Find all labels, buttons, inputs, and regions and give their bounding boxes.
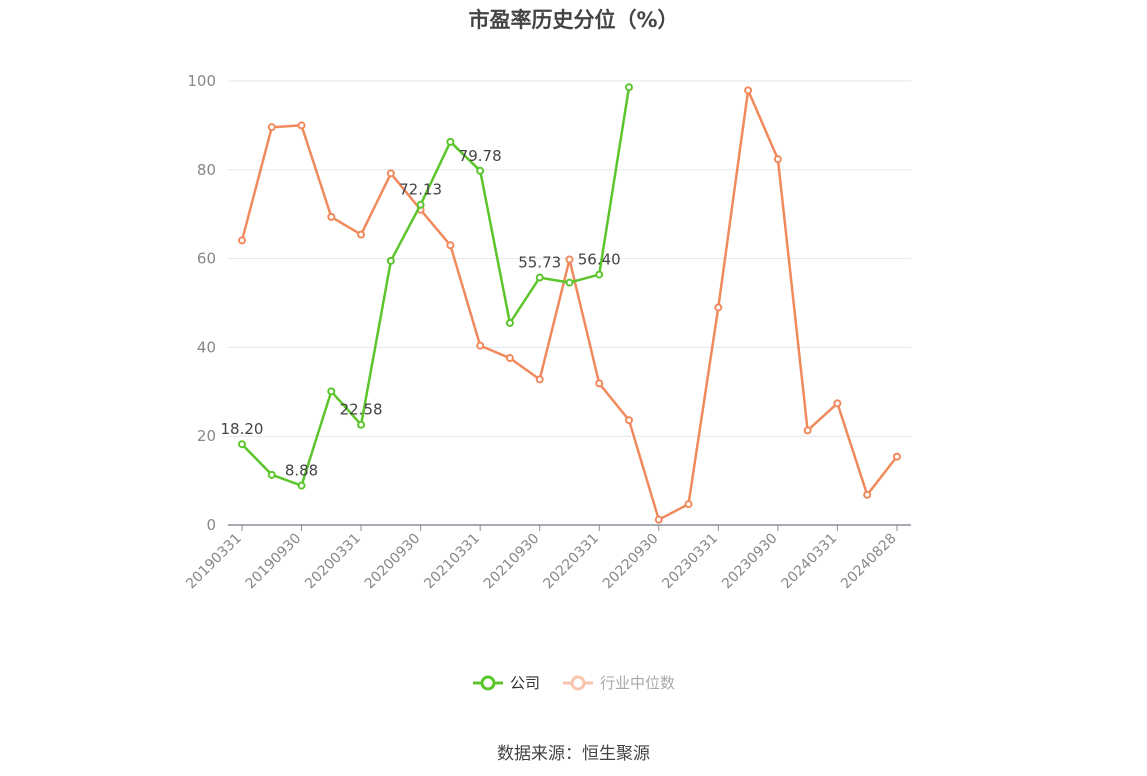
legend-industry-marker-icon [563,675,593,690]
industry-data-point [803,426,812,435]
industry-data-point [684,500,693,509]
y-tick-label: 100 [187,72,216,90]
x-tick-label: 20210331 [421,531,483,593]
industry-data-point [238,236,246,245]
data-label: 56.40 [578,251,621,269]
company-data-point [386,256,395,265]
company-data-point [297,481,306,490]
y-tick-label: 60 [197,250,216,268]
legend-label-industry: 行业中位数 [600,674,676,692]
x-tick-label: 20240828 [838,531,900,593]
x-tick-label: 20190930 [243,531,305,593]
industry-data-point [833,399,842,408]
data-label: 79.78 [459,147,502,165]
industry-data-point [535,375,544,384]
company-data-point [595,270,604,279]
industry-data-point [892,452,901,461]
legend: 公司 行业中位数 [0,672,1147,693]
y-tick-label: 20 [197,427,216,445]
x-tick-label: 20200930 [362,531,424,593]
y-tick-label: 40 [197,338,216,356]
industry-series-line [240,89,898,521]
legend-item-industry[interactable]: 行业中位数 [562,672,675,693]
company-series-line [241,87,631,487]
x-tick-label: 20190331 [183,531,245,593]
industry-data-point [357,230,366,239]
industry-data-point [505,354,514,363]
industry-data-point [297,121,306,130]
chart-title: 市盈率历史分位（%） [468,8,679,32]
company-data-point [357,420,366,429]
industry-data-point [714,303,723,312]
x-tick-label: 20230930 [719,531,781,593]
company-data-point [535,273,544,282]
industry-data-point [446,241,455,250]
x-tick-label: 20220331 [540,531,602,593]
y-tick-label: 0 [206,516,216,534]
company-data-point [416,200,425,209]
company-data-point [446,137,455,146]
legend-item-company[interactable]: 公司 [472,672,540,693]
data-label: 55.73 [518,254,561,272]
data-label: 72.13 [399,181,442,199]
company-data-point [625,83,634,92]
x-tick-label: 20210930 [481,531,543,593]
y-tick-label: 80 [197,161,216,179]
data-label: 8.88 [285,462,318,480]
industry-data-point [386,169,395,178]
industry-data-point [565,255,574,264]
legend-company-marker-icon [472,675,503,690]
company-data-point [267,470,276,479]
industry-data-point [744,86,753,95]
industry-data-point [595,379,604,388]
industry-data-point [773,155,782,164]
x-tick-label: 20230331 [659,531,721,593]
industry-data-point [863,490,872,499]
x-tick-label: 20220930 [600,531,662,593]
industry-data-point [625,416,634,425]
company-data-point [565,278,574,287]
data-source: 数据来源：恒生聚源 [497,744,650,764]
company-data-point [505,318,514,327]
industry-data-point [267,123,276,132]
industry-data-point [476,341,485,350]
x-tick-label: 20200331 [302,531,364,593]
x-tick-label: 20240331 [779,531,841,593]
industry-data-point [327,212,336,221]
company-data-point [238,440,246,449]
company-data-point [327,387,336,396]
legend-label-company: 公司 [509,674,540,692]
data-label: 22.58 [340,401,383,419]
data-label: 18.20 [221,420,264,438]
industry-data-point [654,515,663,524]
company-data-point [476,166,485,175]
